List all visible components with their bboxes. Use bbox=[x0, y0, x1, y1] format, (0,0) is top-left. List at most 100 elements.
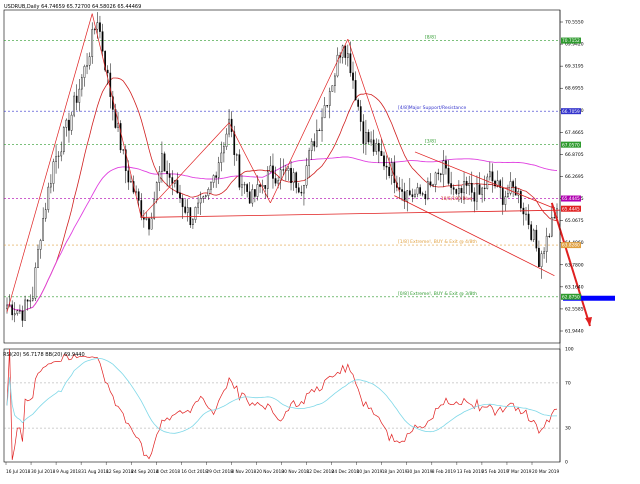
candle bbox=[372, 129, 375, 156]
candle bbox=[535, 225, 538, 252]
candle bbox=[212, 174, 215, 188]
upper-trendline-1 bbox=[6, 13, 93, 313]
candle bbox=[194, 206, 197, 223]
ma-label: 10/5/100 Blue bbox=[441, 196, 473, 202]
price-axis-label: 63.7800 bbox=[565, 262, 584, 268]
price-axis-label: 66.2695 bbox=[565, 174, 584, 180]
candle bbox=[308, 147, 310, 178]
candle bbox=[81, 74, 83, 97]
price-axis-label: 62.5585 bbox=[565, 306, 584, 312]
candle bbox=[519, 189, 522, 213]
candle bbox=[414, 189, 416, 199]
candle bbox=[266, 166, 269, 198]
level-label: [4/8]Major Support/Resistance bbox=[398, 105, 466, 111]
candle bbox=[11, 300, 14, 321]
level-label: [0/8] Extreme!, BUY & Exit @ 3/8th bbox=[398, 291, 477, 297]
candle bbox=[285, 164, 287, 181]
candle bbox=[398, 177, 401, 200]
candle bbox=[55, 145, 57, 174]
candle bbox=[344, 45, 347, 65]
price-axis-label: 70.5550 bbox=[565, 20, 584, 26]
candle bbox=[26, 299, 29, 311]
candle bbox=[540, 250, 543, 279]
price-axis-label: 69.3195 bbox=[565, 64, 584, 70]
candle bbox=[481, 186, 483, 203]
candle bbox=[264, 185, 267, 199]
candle bbox=[24, 295, 26, 321]
candle bbox=[290, 160, 292, 191]
candle bbox=[483, 175, 486, 202]
price-axis-label: 61.9440 bbox=[565, 329, 584, 335]
candle bbox=[199, 191, 202, 216]
candle bbox=[148, 218, 150, 236]
candle bbox=[39, 238, 42, 259]
candle bbox=[305, 157, 308, 189]
candle bbox=[158, 166, 161, 192]
upper-trendline-4 bbox=[228, 122, 271, 204]
upper-trendline-6 bbox=[347, 39, 400, 193]
channel-upper-line bbox=[414, 151, 555, 209]
candle bbox=[331, 85, 334, 92]
candle bbox=[287, 166, 290, 181]
channel-lower-line bbox=[394, 195, 555, 277]
candle bbox=[300, 185, 303, 197]
candle bbox=[538, 240, 540, 267]
candle bbox=[251, 184, 254, 207]
candle bbox=[119, 120, 122, 153]
candle bbox=[460, 185, 463, 203]
candle bbox=[403, 182, 406, 209]
candle bbox=[375, 138, 378, 155]
candle bbox=[303, 184, 305, 206]
candle bbox=[437, 168, 440, 181]
candle bbox=[419, 184, 421, 196]
candle bbox=[548, 233, 551, 238]
date-axis-label: 16 Oct 2018 bbox=[181, 469, 208, 475]
candle bbox=[310, 138, 313, 160]
upper-trendline-5 bbox=[270, 38, 349, 204]
svg-text:65.4445: 65.4445 bbox=[562, 206, 580, 212]
candle bbox=[254, 189, 256, 203]
candle bbox=[450, 171, 452, 195]
candle bbox=[75, 84, 78, 111]
candle bbox=[476, 175, 478, 211]
candle bbox=[532, 228, 535, 243]
candle bbox=[491, 163, 494, 193]
candle bbox=[37, 244, 39, 269]
candle bbox=[489, 161, 491, 181]
candle bbox=[246, 183, 248, 198]
candle bbox=[512, 179, 514, 198]
level-price-tag: 67.0570 bbox=[561, 141, 581, 148]
candle bbox=[385, 155, 388, 180]
price-axis-label: 67.4665 bbox=[565, 130, 584, 136]
candle bbox=[112, 90, 114, 121]
candle bbox=[530, 221, 533, 242]
candle bbox=[186, 198, 189, 222]
candle bbox=[235, 153, 238, 162]
candle bbox=[439, 172, 442, 183]
candle bbox=[429, 173, 432, 188]
ma-red-line bbox=[6, 77, 558, 312]
level-price-tag: 63.8280 bbox=[561, 242, 581, 249]
candle bbox=[243, 181, 246, 194]
candle bbox=[161, 141, 163, 183]
candle bbox=[421, 191, 424, 197]
price-axis-label: 68.6955 bbox=[565, 86, 584, 92]
candle bbox=[269, 156, 272, 173]
candle bbox=[522, 202, 525, 226]
date-axis-label: 16 Jul 2018 bbox=[6, 469, 31, 475]
rsi-title: RSI(20) 56.7178 BB(20) 69.9440 bbox=[3, 352, 85, 358]
candle bbox=[70, 111, 73, 135]
candle bbox=[313, 133, 316, 152]
candle bbox=[52, 158, 55, 192]
candle bbox=[225, 128, 228, 150]
candle bbox=[465, 176, 468, 195]
candle bbox=[408, 178, 411, 197]
candle bbox=[248, 182, 251, 204]
candle bbox=[509, 172, 512, 196]
candle bbox=[86, 53, 88, 75]
candle bbox=[197, 196, 199, 215]
candle bbox=[393, 155, 396, 194]
level-price-tag: 62.8750 bbox=[561, 293, 581, 300]
candle bbox=[447, 160, 450, 186]
